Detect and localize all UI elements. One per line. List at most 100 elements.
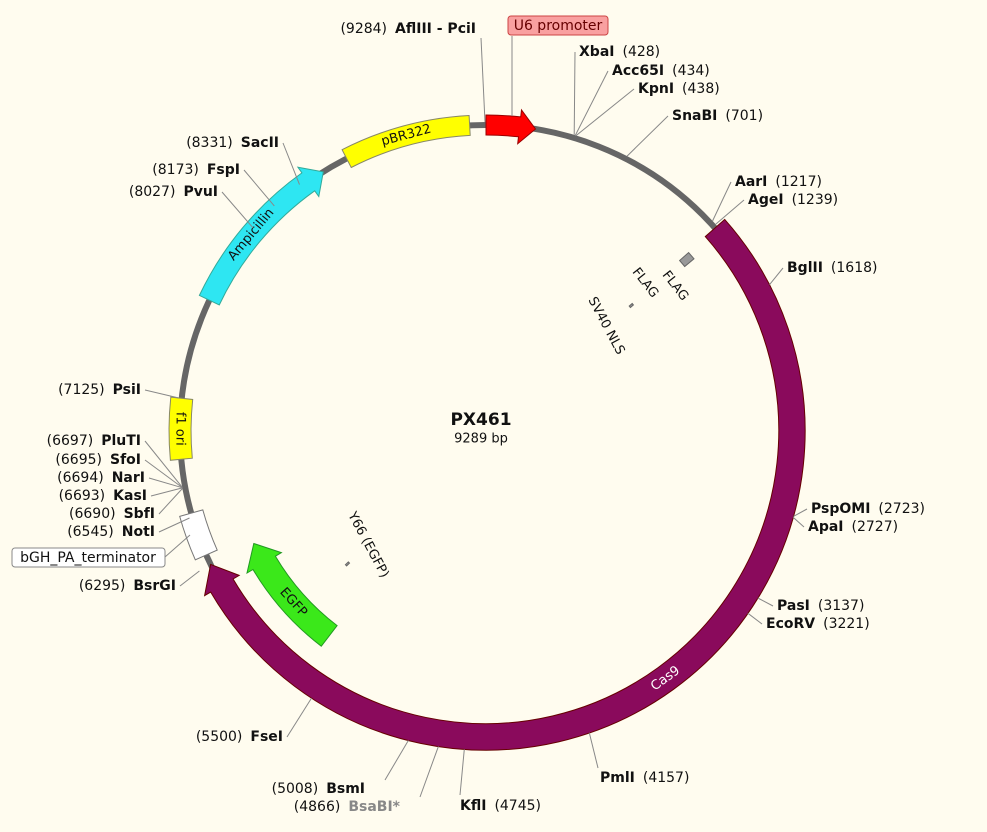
feature-mark (678, 251, 695, 268)
site-position: (6690) (69, 506, 116, 522)
site-leader (574, 70, 609, 136)
site-leader (588, 732, 599, 769)
site-leader (419, 746, 439, 798)
site-position: (5500) (196, 729, 243, 745)
site-position: (6694) (57, 470, 104, 486)
site-position: (6695) (55, 452, 102, 468)
feature-mark (628, 302, 635, 309)
site-leader (747, 612, 763, 625)
site-leader (158, 517, 190, 533)
site-leader (179, 570, 200, 587)
site-leader (715, 199, 745, 225)
site-leader (282, 142, 300, 185)
site-name: AgeI (748, 192, 784, 208)
feature-label: Y66 (EGFP) (344, 509, 392, 581)
site-label: SnaBI (701) (672, 108, 763, 124)
site-label: (8173) FspI (152, 162, 240, 178)
site-leader (221, 191, 254, 229)
site-name: NotI (122, 524, 155, 540)
feature (198, 166, 324, 306)
feature-label: FLAG (629, 265, 662, 301)
site-label: (4866) BsaBI* (294, 799, 401, 815)
site-label: XbaI (428) (579, 44, 660, 60)
site-leader (757, 597, 774, 607)
site-label: (5500) FseI (196, 729, 283, 745)
feature (203, 218, 806, 751)
site-leader (575, 88, 635, 136)
site-name: FseI (250, 729, 283, 745)
site-position: (7125) (58, 382, 105, 398)
site-position: (1217) (775, 174, 822, 190)
site-name: SnaBI (672, 108, 717, 124)
site-name: AflIII - PciI (395, 21, 476, 37)
site-position: (4866) (294, 799, 341, 815)
site-name: PmlI (600, 770, 635, 786)
site-leader (243, 169, 275, 207)
site-label: AgeI (1239) (748, 192, 838, 208)
site-name: EcoRV (766, 616, 815, 632)
site-label: (8331) SacII (186, 135, 279, 151)
site-position: (6697) (47, 433, 94, 449)
site-label: (6545) NotI (67, 524, 155, 540)
site-position: (8331) (186, 135, 233, 151)
site-leader (148, 477, 183, 489)
site-name: PvuI (183, 184, 218, 200)
site-label: (7125) PsiI (58, 382, 141, 398)
site-label: PasI (3137) (777, 598, 864, 614)
site-name: PasI (777, 598, 810, 614)
feature-label: Ampicillin (225, 206, 277, 264)
site-name: SbfI (124, 506, 155, 522)
feature (179, 509, 218, 561)
site-label: KpnI (438) (638, 81, 720, 97)
site-position: (2727) (852, 519, 899, 535)
site-leader (459, 749, 465, 796)
site-name: XbaI (579, 44, 614, 60)
site-position: (6295) (79, 578, 126, 594)
feature-label: SV40 NLS (585, 295, 628, 358)
feature-mark (344, 561, 351, 567)
site-label: PmlI (4157) (600, 770, 689, 786)
site-position: (8173) (152, 162, 199, 178)
site-name: FspI (207, 162, 240, 178)
label-box (11, 547, 166, 568)
site-label: (8027) PvuI (129, 184, 218, 200)
site-leader (626, 115, 669, 157)
site-label: (6693) KasI (59, 488, 147, 504)
site-position: (3137) (818, 598, 865, 614)
site-position: (4745) (494, 798, 541, 814)
label-leader (164, 534, 191, 558)
site-leader (769, 267, 784, 286)
site-leader (792, 516, 805, 528)
site-label: Acc65I (434) (612, 63, 710, 79)
site-name: BglII (787, 260, 823, 276)
feature-label: U6 promoter (514, 18, 603, 34)
site-position: (438) (682, 81, 720, 97)
site-position: (434) (672, 63, 710, 79)
site-name: AarI (735, 174, 767, 190)
site-name: PluTI (101, 433, 141, 449)
site-name: SfoI (110, 452, 141, 468)
site-label: (9284) AflIII - PciI (340, 21, 476, 37)
site-name: KpnI (638, 81, 674, 97)
feature-label: f1 ori (172, 412, 187, 446)
site-leader (144, 389, 179, 399)
feature-label: bGH_PA_terminator (20, 550, 156, 566)
site-position: (1618) (831, 260, 878, 276)
site-label: (6690) SbfI (69, 506, 155, 522)
site-label: (6697) PluTI (47, 433, 141, 449)
site-label: AarI (1217) (735, 174, 822, 190)
site-position: (2723) (878, 501, 925, 517)
site-name: NarI (112, 470, 145, 486)
site-position: (701) (725, 108, 763, 124)
plasmid-length: 9289 bp (454, 432, 508, 447)
site-name: PspOMI (811, 501, 870, 517)
site-leader (286, 697, 312, 738)
site-position: (6545) (67, 524, 114, 540)
feature-label: FLAG (659, 268, 692, 304)
site-position: (9284) (340, 21, 387, 37)
site-label: (6295) BsrGI (79, 578, 176, 594)
plasmid-name: PX461 (450, 410, 511, 430)
label-box (507, 15, 609, 36)
site-position: (5008) (272, 781, 319, 797)
site-label: KflI (4745) (460, 798, 541, 814)
